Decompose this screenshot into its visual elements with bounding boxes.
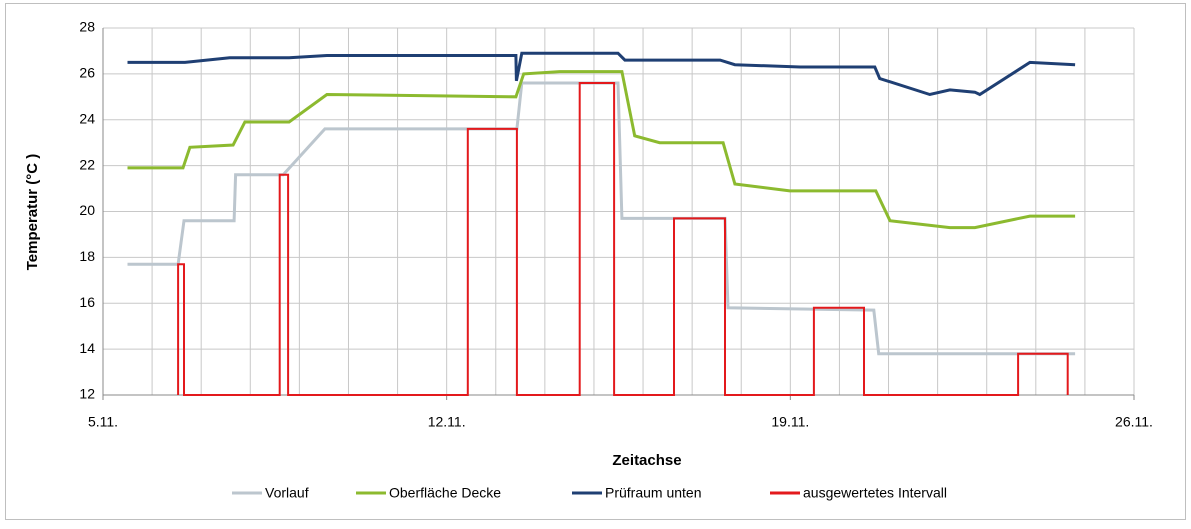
y-tick-label: 16 <box>79 294 95 310</box>
chart-frame <box>5 3 1186 520</box>
series-line <box>127 51 1076 97</box>
y-tick-label: 28 <box>79 19 95 35</box>
x-tick-label: 12.11. <box>428 414 466 430</box>
y-tick-label: 12 <box>79 386 95 402</box>
x-tick-label: 19.11. <box>771 414 809 430</box>
legend-label: Oberfläche Decke <box>389 485 501 501</box>
y-axis-label: Temperatur (°C ) <box>24 154 41 271</box>
x-axis-label: Zeitachse <box>612 452 681 469</box>
legend-label: ausgewertetes Intervall <box>803 485 947 501</box>
y-tick-label: 26 <box>79 65 95 81</box>
y-tick-label: 22 <box>79 156 95 172</box>
legend-label: Prüfraum unten <box>605 485 702 501</box>
series-line <box>127 81 1076 356</box>
series-line <box>177 82 1069 396</box>
legend-label: Vorlauf <box>265 485 309 501</box>
y-tick-label: 18 <box>79 248 95 264</box>
y-tick-label: 20 <box>79 202 95 218</box>
y-tick-label: 14 <box>79 340 95 356</box>
y-tick-label: 24 <box>79 110 95 126</box>
series-line <box>127 70 1076 230</box>
x-tick-label: 26.11. <box>1115 414 1153 430</box>
x-tick-label: 5.11. <box>88 414 118 430</box>
